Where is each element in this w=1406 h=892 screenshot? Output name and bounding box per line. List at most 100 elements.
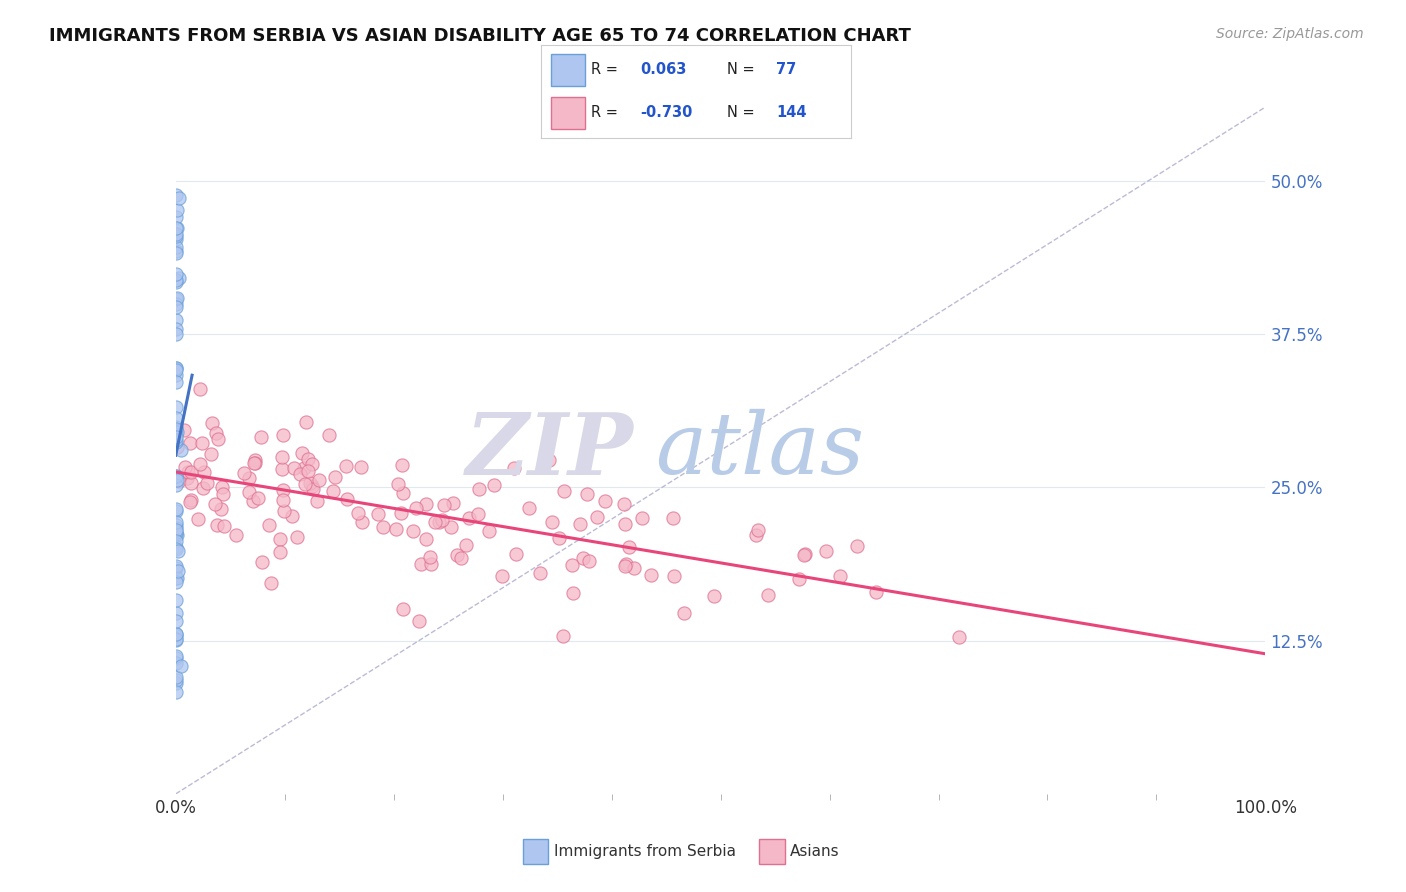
Point (576, 487, 599, 501)
Point (371, 520, 394, 534)
Point (167, 271, 190, 285)
Point (191, 481, 214, 495)
Point (440, 520, 463, 534)
Point (166, 410, 188, 425)
Point (756, 588, 779, 602)
Point (948, 630, 970, 644)
Point (165, 627, 187, 641)
Point (291, 446, 314, 460)
Point (673, 607, 696, 621)
Point (165, 515, 187, 529)
Point (250, 429, 273, 443)
Point (165, 188, 187, 202)
Text: atlas: atlas (655, 409, 865, 491)
Point (243, 456, 266, 470)
Point (165, 560, 187, 574)
Point (169, 442, 191, 457)
Point (205, 426, 228, 441)
Point (209, 502, 232, 516)
Point (561, 558, 583, 572)
Text: N =: N = (727, 105, 755, 120)
Point (165, 275, 187, 289)
Point (385, 522, 408, 536)
Point (260, 576, 283, 591)
Point (297, 452, 319, 467)
Point (242, 494, 264, 508)
Point (165, 670, 187, 684)
Point (179, 495, 201, 509)
Point (387, 476, 409, 491)
Point (468, 482, 491, 496)
Point (367, 507, 389, 521)
Point (491, 569, 513, 583)
Text: N =: N = (727, 62, 755, 78)
Point (165, 527, 187, 541)
Point (503, 461, 526, 475)
Point (420, 557, 443, 571)
Point (165, 629, 187, 643)
Point (307, 494, 329, 508)
Point (257, 517, 280, 532)
Point (165, 649, 187, 664)
Point (200, 447, 222, 461)
Point (176, 471, 198, 485)
Point (505, 547, 527, 561)
Point (269, 545, 291, 559)
Point (238, 471, 260, 485)
Point (446, 548, 468, 562)
Point (561, 586, 583, 600)
Point (541, 516, 564, 530)
Point (245, 456, 267, 470)
FancyBboxPatch shape (551, 54, 585, 86)
Point (482, 478, 505, 492)
Text: 144: 144 (776, 105, 807, 120)
Point (166, 474, 188, 488)
Point (232, 466, 254, 480)
Point (165, 433, 187, 447)
Point (322, 484, 344, 499)
Point (165, 518, 187, 533)
Point (165, 292, 187, 306)
Point (631, 510, 654, 524)
Point (167, 191, 190, 205)
Point (568, 517, 591, 532)
Point (433, 498, 456, 512)
Text: R =: R = (591, 105, 617, 120)
Point (595, 493, 617, 508)
Point (285, 530, 308, 544)
Point (865, 585, 887, 599)
Point (207, 518, 229, 533)
Point (211, 480, 233, 494)
Point (419, 549, 441, 564)
Text: Asians: Asians (790, 845, 839, 859)
Point (295, 416, 318, 430)
Point (165, 362, 187, 376)
Point (165, 430, 187, 444)
Point (273, 427, 295, 442)
Point (166, 202, 188, 217)
Point (179, 435, 201, 450)
Point (165, 268, 187, 282)
Point (572, 551, 595, 566)
Point (243, 452, 266, 467)
Point (165, 675, 187, 690)
Point (165, 434, 187, 449)
Point (165, 375, 187, 389)
Point (165, 673, 187, 687)
Point (165, 240, 187, 254)
Point (323, 470, 346, 484)
Point (165, 300, 187, 314)
Point (828, 569, 851, 583)
Point (165, 651, 187, 665)
Point (350, 460, 373, 475)
Point (662, 511, 685, 525)
Point (290, 467, 312, 481)
Point (166, 291, 188, 305)
Point (391, 458, 413, 473)
Point (335, 459, 357, 474)
Point (165, 229, 187, 244)
Point (613, 559, 636, 574)
Point (165, 574, 187, 589)
Point (165, 468, 187, 483)
Text: ZIP: ZIP (465, 409, 633, 492)
